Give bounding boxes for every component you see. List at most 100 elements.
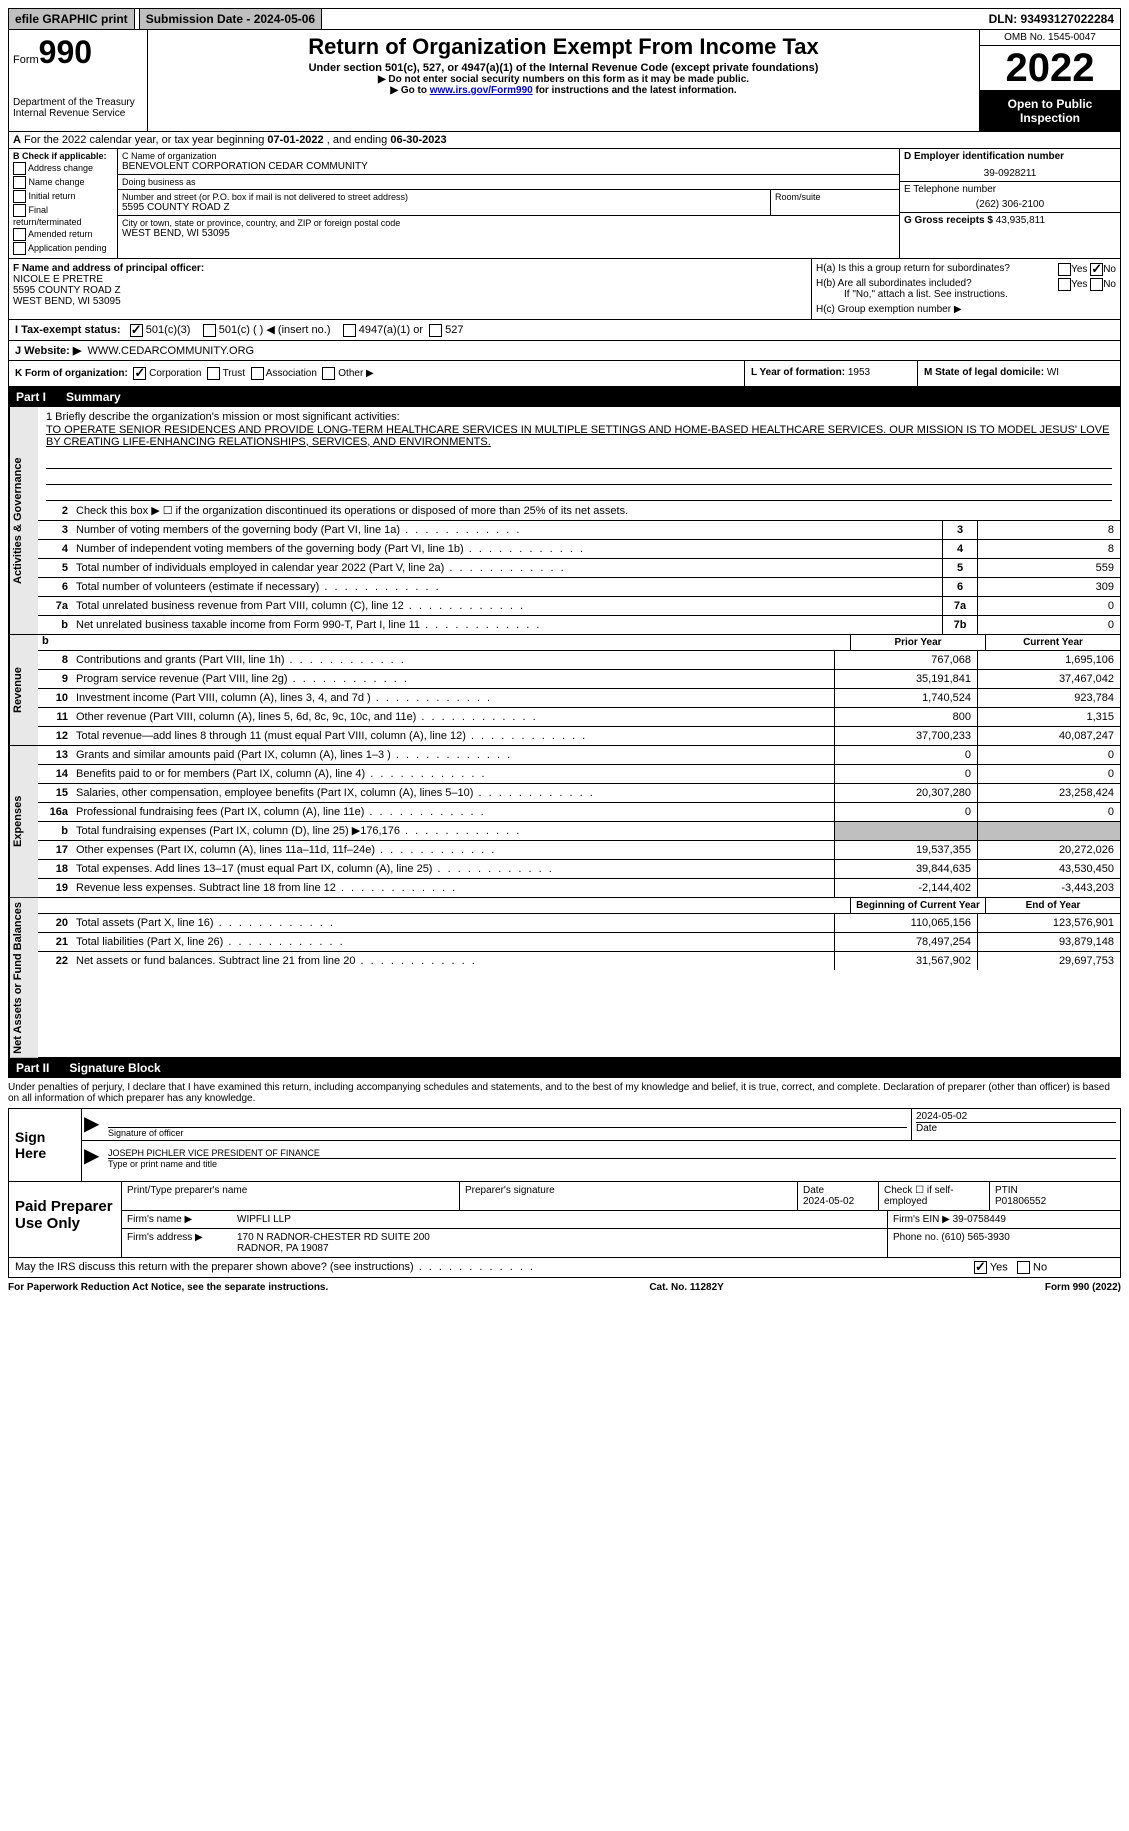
subtitle-1: Under section 501(c), 527, or 4947(a)(1)…	[152, 62, 975, 74]
expenses-section: Expenses 13Grants and similar amounts pa…	[8, 746, 1121, 898]
527-checkbox[interactable]	[429, 324, 442, 337]
main-info-block: B Check if applicable: Address change Na…	[8, 149, 1121, 259]
name-change-checkbox[interactable]	[13, 176, 26, 189]
association-checkbox[interactable]	[251, 367, 264, 380]
activities-governance-section: Activities & Governance 1 Briefly descri…	[8, 407, 1121, 635]
application-pending-checkbox[interactable]	[13, 242, 26, 255]
sign-here-block: Sign Here ▶ Signature of officer 2024-05…	[8, 1108, 1121, 1182]
trust-checkbox[interactable]	[207, 367, 220, 380]
ha-yes-checkbox[interactable]	[1058, 263, 1071, 276]
group-return-section: H(a) Is this a group return for subordin…	[811, 259, 1120, 319]
top-bar: efile GRAPHIC print Submission Date - 20…	[8, 8, 1121, 30]
summary-line: 11Other revenue (Part VIII, column (A), …	[38, 708, 1120, 727]
summary-line: 21Total liabilities (Part X, line 26)78,…	[38, 933, 1120, 952]
summary-line: 4Number of independent voting members of…	[38, 540, 1120, 559]
phone: (262) 306-2100	[904, 199, 1116, 210]
summary-line: 19Revenue less expenses. Subtract line 1…	[38, 879, 1120, 897]
penalties-text: Under penalties of perjury, I declare th…	[8, 1078, 1121, 1108]
other-checkbox[interactable]	[322, 367, 335, 380]
summary-line: 13Grants and similar amounts paid (Part …	[38, 746, 1120, 765]
paperwork-notice: For Paperwork Reduction Act Notice, see …	[8, 1282, 328, 1293]
sign-arrow-icon: ▶	[82, 1141, 104, 1171]
blank-line	[46, 470, 1112, 485]
blank-line	[46, 486, 1112, 501]
mission-text: TO OPERATE SENIOR RESIDENCES AND PROVIDE…	[46, 424, 1112, 448]
omb-number: OMB No. 1545-0047	[980, 30, 1120, 46]
summary-line: 10Investment income (Part VIII, column (…	[38, 689, 1120, 708]
amended-return-checkbox[interactable]	[13, 228, 26, 241]
summary-line: 6Total number of volunteers (estimate if…	[38, 578, 1120, 597]
tax-year: 2022	[980, 46, 1120, 91]
summary-line: 7aTotal unrelated business revenue from …	[38, 597, 1120, 616]
ha-no-checkbox[interactable]	[1090, 263, 1103, 276]
501c3-checkbox[interactable]	[130, 324, 143, 337]
officer-name: JOSEPH PICHLER VICE PRESIDENT OF FINANCE	[108, 1148, 1116, 1158]
summary-line: 3Number of voting members of the governi…	[38, 521, 1120, 540]
summary-line: 2Check this box ▶ ☐ if the organization …	[38, 502, 1120, 521]
row-i-tax-exempt: I Tax-exempt status: 501(c)(3) 501(c) ( …	[8, 320, 1121, 341]
side-label-revenue: Revenue	[9, 635, 38, 745]
summary-line: 17Other expenses (Part IX, column (A), l…	[38, 841, 1120, 860]
col-b-checkboxes: B Check if applicable: Address change Na…	[9, 149, 118, 258]
summary-line: bTotal fundraising expenses (Part IX, co…	[38, 822, 1120, 841]
sign-date: 2024-05-02	[916, 1111, 1116, 1122]
subtitle-2: ▶ Do not enter social security numbers o…	[152, 74, 975, 85]
final-return-checkbox[interactable]	[13, 204, 26, 217]
corporation-checkbox[interactable]	[133, 367, 146, 380]
revenue-col-header: b Prior Year Current Year	[38, 635, 1120, 651]
form-footer-label: Form 990 (2022)	[1045, 1282, 1121, 1293]
hb-no-checkbox[interactable]	[1090, 278, 1103, 291]
form-title: Return of Organization Exempt From Incom…	[152, 34, 975, 60]
sign-here-label: Sign Here	[9, 1109, 82, 1181]
principal-officer: F Name and address of principal officer:…	[9, 259, 811, 319]
irs-link[interactable]: www.irs.gov/Form990	[430, 85, 533, 96]
submission-date-button[interactable]: Submission Date - 2024-05-06	[139, 9, 322, 29]
side-label-activities: Activities & Governance	[9, 407, 38, 634]
open-to-public: Open to Public Inspection	[980, 91, 1120, 131]
street-address: 5595 COUNTY ROAD Z	[122, 202, 766, 213]
summary-line: 20Total assets (Part X, line 16)110,065,…	[38, 914, 1120, 933]
net-assets-section: Net Assets or Fund Balances Beginning of…	[8, 898, 1121, 1059]
self-employed-check[interactable]: Check ☐ if self-employed	[878, 1182, 989, 1210]
cat-no: Cat. No. 11282Y	[649, 1282, 723, 1293]
summary-line: 22Net assets or fund balances. Subtract …	[38, 952, 1120, 970]
firm-ein: 39-0758449	[953, 1214, 1006, 1225]
discuss-yes-checkbox[interactable]	[974, 1261, 987, 1274]
year-formation: 1953	[848, 367, 870, 378]
efile-print-button[interactable]: efile GRAPHIC print	[9, 9, 135, 29]
city-state-zip: WEST BEND, WI 53095	[122, 228, 895, 239]
gross-receipts: 43,935,811	[996, 215, 1045, 226]
preparer-date: 2024-05-02	[803, 1196, 873, 1207]
initial-return-checkbox[interactable]	[13, 190, 26, 203]
row-f-h: F Name and address of principal officer:…	[8, 259, 1121, 320]
website-url: WWW.CEDARCOMMUNITY.ORG	[87, 345, 254, 357]
side-label-netassets: Net Assets or Fund Balances	[9, 898, 38, 1058]
4947-checkbox[interactable]	[343, 324, 356, 337]
sign-arrow-icon: ▶	[82, 1109, 104, 1140]
501c-checkbox[interactable]	[203, 324, 216, 337]
ptin: P01806552	[995, 1196, 1115, 1207]
room-suite: Room/suite	[770, 190, 899, 215]
signature-line: Signature of officer	[108, 1127, 907, 1138]
subtitle-3: ▶ Go to www.irs.gov/Form990 for instruct…	[152, 85, 975, 96]
summary-line: 12Total revenue—add lines 8 through 11 (…	[38, 727, 1120, 745]
row-a-tax-year: A For the 2022 calendar year, or tax yea…	[8, 132, 1121, 149]
ein: 39-0928211	[904, 168, 1116, 179]
address-change-checkbox[interactable]	[13, 162, 26, 175]
side-label-expenses: Expenses	[9, 746, 38, 897]
part-2-header: Part II Signature Block	[8, 1058, 1121, 1078]
header-left: Form990 Department of the Treasury Inter…	[9, 30, 148, 131]
hb-yes-checkbox[interactable]	[1058, 278, 1071, 291]
paid-preparer-block: Paid Preparer Use Only Print/Type prepar…	[8, 1182, 1121, 1258]
org-name: BENEVOLENT CORPORATION CEDAR COMMUNITY	[122, 161, 895, 172]
irs-label: Internal Revenue Service	[13, 108, 143, 119]
netassets-col-header: Beginning of Current Year End of Year	[38, 898, 1120, 914]
firm-name: WIPFLI LLP	[232, 1211, 887, 1228]
dln-text: DLN: 93493127022284	[983, 9, 1120, 29]
form-number: 990	[39, 34, 92, 70]
firm-address-1: 170 N RADNOR-CHESTER RD SUITE 200	[237, 1232, 882, 1243]
row-j-website: J Website: ▶ WWW.CEDARCOMMUNITY.ORG	[8, 341, 1121, 361]
discuss-no-checkbox[interactable]	[1017, 1261, 1030, 1274]
summary-line: 18Total expenses. Add lines 13–17 (must …	[38, 860, 1120, 879]
firm-address-2: RADNOR, PA 19087	[237, 1243, 882, 1254]
